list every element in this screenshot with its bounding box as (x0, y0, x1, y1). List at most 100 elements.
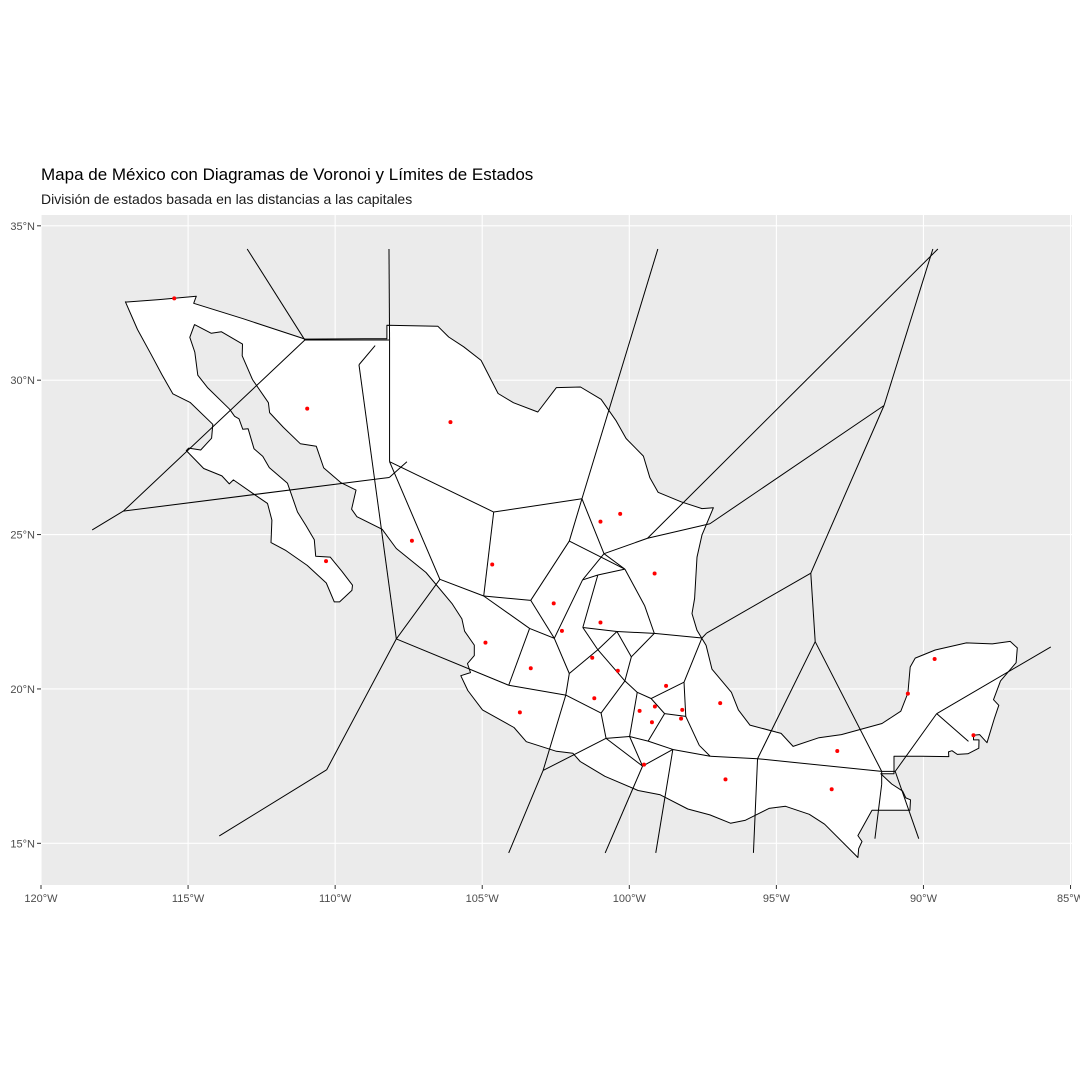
capital-point (448, 420, 453, 425)
capital-point (679, 716, 684, 721)
x-tick-label: 110°W (319, 893, 352, 905)
voronoi-edge (752, 758, 759, 853)
y-tick-label: 25°N (10, 530, 35, 542)
voronoi-edge (395, 579, 441, 640)
voronoi-edge (389, 461, 494, 513)
voronoi-edge (483, 595, 531, 601)
voronoi-edge (647, 713, 666, 742)
capital-point (598, 620, 603, 625)
voronoi-edge (508, 770, 544, 854)
voronoi-edge (530, 540, 570, 601)
voronoi-edge (683, 682, 687, 717)
voronoi-edge (246, 248, 306, 341)
voronoi-edge (565, 673, 570, 696)
voronoi-edge (603, 553, 626, 570)
voronoi-edge (814, 641, 883, 772)
voronoi-edge (647, 248, 939, 539)
voronoi-edge (123, 339, 306, 512)
capital-point (483, 640, 488, 645)
voronoi-edge (672, 748, 711, 757)
voronoi-edge (581, 248, 659, 499)
map-title: Mapa de México con Diagramas de Voronoi … (41, 165, 534, 184)
voronoi-edge (582, 574, 598, 581)
capital-point (590, 655, 595, 660)
voronoi-edge (530, 600, 555, 639)
voronoi-edge (597, 649, 626, 682)
voronoi-edge (582, 574, 599, 628)
x-tick-label: 90°W (910, 893, 938, 905)
voronoi-edge (706, 572, 812, 634)
x-tick-label: 85°W (1057, 893, 1080, 905)
voronoi-edge (624, 568, 646, 606)
capital-point (324, 559, 329, 564)
voronoi-edge (936, 713, 969, 742)
voronoi-edge (553, 579, 583, 639)
capital-point (680, 707, 685, 712)
x-tick-label: 115°W (172, 893, 205, 905)
voronoi-edge (569, 540, 626, 570)
x-tick-label: 105°W (466, 893, 500, 905)
voronoi-edge (642, 749, 674, 767)
voronoi-edge (629, 736, 643, 767)
voronoi-edge (568, 498, 583, 542)
capital-point (618, 511, 623, 516)
voronoi-edge (644, 605, 655, 634)
voronoi-edge (810, 573, 816, 642)
voronoi-edge (650, 698, 665, 714)
voronoi-edge (597, 631, 618, 651)
capital-point (490, 562, 495, 567)
voronoi-edge (698, 745, 711, 757)
capital-point (528, 666, 533, 671)
capital-point (592, 696, 597, 701)
voronoi-edge (894, 771, 920, 839)
capital-point (664, 683, 669, 688)
voronoi-edge (388, 461, 408, 478)
capital-point (718, 701, 723, 706)
voronoi-edges (91, 248, 1052, 854)
voronoi-edge (605, 737, 643, 767)
capital-point (971, 733, 976, 738)
x-axis: 120°W 115°W 110°W 105°W 100°W 95°W 90°W 85°W (24, 885, 1080, 905)
voronoi-edge (568, 649, 599, 674)
voronoi-edge (874, 784, 883, 839)
voronoi-edge (508, 684, 566, 696)
voronoi-edge (396, 638, 509, 686)
voronoi-edge (603, 537, 648, 555)
capital-point (652, 571, 657, 576)
voronoi-edge (701, 632, 708, 639)
voronoi-edge (358, 364, 397, 639)
capital-point (517, 710, 522, 715)
x-tick-label: 120°W (24, 893, 58, 905)
voronoi-edge (685, 716, 700, 746)
voronoi-edge (604, 765, 643, 854)
voronoi-edge (483, 595, 530, 629)
voronoi-edge (936, 646, 1052, 715)
voronoi-edge (389, 461, 441, 580)
voronoi-edge (565, 694, 602, 714)
map-subtitle: División de estados basada en las distan… (41, 191, 413, 207)
voronoi-edge (542, 737, 607, 771)
voronoi-edge (629, 692, 638, 737)
voronoi-edge (326, 638, 397, 771)
capital-point (559, 628, 564, 633)
voronoi-edge (629, 736, 649, 742)
capital-point (551, 601, 556, 606)
capital-point (172, 296, 177, 301)
capital-point (305, 406, 310, 411)
voronoi-edge (616, 631, 632, 658)
voronoi-edge (553, 638, 570, 674)
voronoi-edge (624, 680, 638, 693)
y-tick-label: 20°N (10, 684, 35, 696)
x-tick-label: 95°W (763, 893, 791, 905)
voronoi-edge (710, 755, 758, 760)
voronoi-edge (757, 758, 882, 772)
voronoi-edge (508, 628, 531, 686)
voronoi-edge (616, 631, 655, 634)
voronoi-edge (439, 578, 484, 597)
voronoi-edge (597, 568, 625, 576)
y-tick-label: 35°N (10, 221, 35, 233)
voronoi-edge (606, 735, 630, 739)
voronoi-edge (709, 405, 885, 525)
voronoi-edge (582, 553, 605, 581)
